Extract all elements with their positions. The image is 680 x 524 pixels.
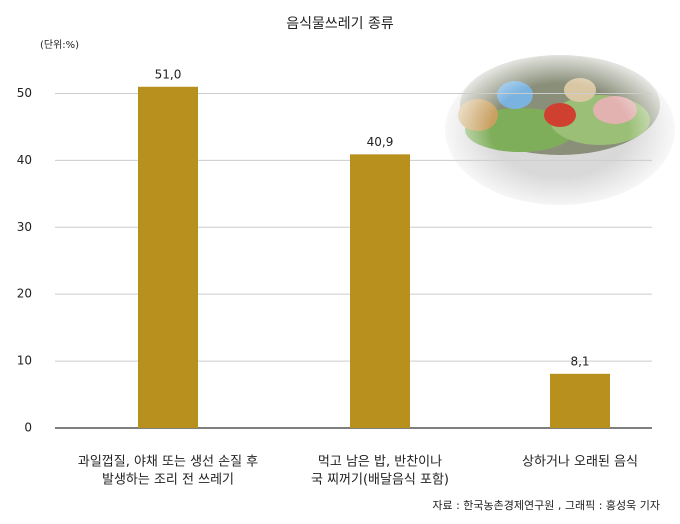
chart-title: 음식물쓰레기 종류 xyxy=(286,16,394,32)
x-tick-label: 상하거나 오래된 음식 xyxy=(522,455,638,470)
bar xyxy=(550,373,610,428)
x-tick-label: 과일껍질, 야채 또는 생선 손질 후 xyxy=(78,455,258,470)
y-tick-label: 30 xyxy=(17,220,32,234)
unit-label: (단위:%) xyxy=(40,38,79,51)
y-tick-label: 50 xyxy=(17,86,32,100)
x-tick-label: 발생하는 조리 전 쓰레기 xyxy=(102,473,234,488)
bar xyxy=(350,154,410,429)
value-label: 40,9 xyxy=(367,135,394,149)
x-tick-label: 먹고 남은 밥, 반찬이나 xyxy=(318,455,442,470)
y-tick-label: 20 xyxy=(17,287,32,301)
value-label: 8,1 xyxy=(570,354,589,368)
y-tick-label: 40 xyxy=(17,153,32,167)
y-tick-label: 0 xyxy=(24,421,32,435)
source-note: 자료 : 한국농촌경제연구원 , 그래픽 : 홍성욱 기자 xyxy=(432,498,660,512)
x-tick-label: 국 찌꺼기(배달음식 포함) xyxy=(311,473,449,488)
y-tick-label: 10 xyxy=(17,354,32,368)
food-bin-illustration xyxy=(435,45,680,215)
value-label: 51,0 xyxy=(155,67,182,81)
bar xyxy=(138,86,198,428)
